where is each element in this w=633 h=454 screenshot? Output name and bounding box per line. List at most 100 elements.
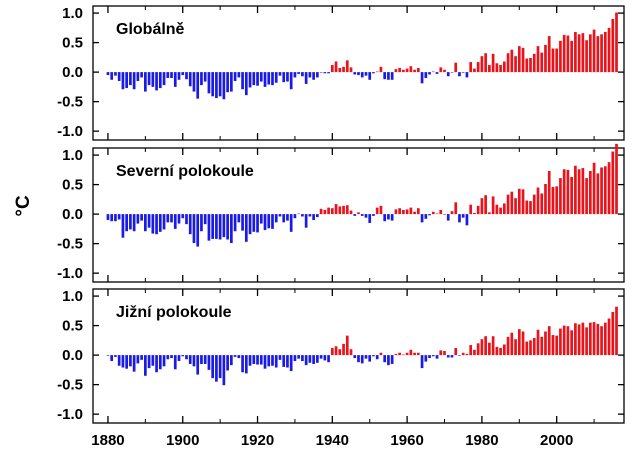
panel-southern-hemisphere-bar-1917	[244, 355, 248, 374]
panel-southern-hemisphere-bar-1980	[480, 339, 484, 356]
panel-southern-hemisphere-bar-2014	[607, 318, 611, 356]
panel-northern-hemisphere-bar-1993	[529, 201, 532, 215]
panel-northern-hemisphere-bar-1995	[536, 187, 540, 215]
panel-southern-hemisphere-bar-1894	[158, 355, 162, 370]
panel-northern-hemisphere-y-tick-label: -0.5	[57, 236, 83, 253]
panel-northern-hemisphere-bar-1919	[252, 214, 256, 232]
panel-southern-hemisphere-bar-1961	[409, 349, 413, 356]
panel-global-bar-1954	[383, 72, 387, 80]
panel-northern-hemisphere-bar-1949	[364, 214, 368, 218]
panel-global-bar-1992	[525, 58, 529, 73]
panel-northern-hemisphere-bar-1884	[121, 214, 125, 238]
panel-northern-hemisphere-bar-1966	[428, 214, 431, 216]
panel-northern-hemisphere-bar-1988	[510, 191, 514, 215]
panel-northern-hemisphere-bar-1992	[525, 200, 529, 215]
panel-southern-hemisphere-bar-1955	[387, 355, 390, 366]
panel-northern-hemisphere-bar-1883	[117, 214, 121, 220]
panel-southern-hemisphere-bar-1960	[405, 352, 409, 356]
panel-global-bar-1976	[465, 72, 469, 78]
panel-northern-hemisphere-bar-2005	[574, 165, 577, 215]
panel-global-bar-2002	[562, 34, 566, 73]
panel-northern-hemisphere-bar-2012	[600, 167, 603, 215]
panel-global-bar-1931	[297, 72, 301, 74]
panel-northern-hemisphere-bar-1940	[330, 208, 334, 215]
panel-northern-hemisphere-bar-1895	[162, 214, 166, 230]
panel-global-bar-1986	[502, 61, 506, 73]
panel-global-bar-1904	[196, 72, 200, 99]
panel-northern-hemisphere-bar-2016	[615, 143, 618, 215]
panel-southern-hemisphere-bar-1928	[286, 355, 289, 368]
panel-northern-hemisphere-bar-1897	[170, 214, 173, 223]
panel-global-bar-1932	[301, 72, 304, 77]
panel-global-bar-1972	[450, 72, 454, 73]
panel-southern-hemisphere-bar-1908	[211, 355, 215, 379]
x-tick-label-2000: 2000	[540, 432, 573, 449]
panel-global-bar-1899	[177, 72, 181, 80]
panel-global-bar-1958	[398, 67, 401, 73]
panel-global-bar-1966	[428, 72, 431, 75]
panel-southern-hemisphere-bar-2001	[559, 328, 562, 356]
panel-global-bar-1918	[248, 72, 252, 88]
panel-southern-hemisphere-bar-1943	[342, 343, 345, 356]
panel-southern-hemisphere-bar-1947	[357, 355, 360, 363]
panel-southern-hemisphere-bar-1973	[454, 348, 458, 356]
panel-southern-hemisphere-bar-2002	[562, 325, 566, 356]
panel-northern-hemisphere-bar-1997	[544, 184, 547, 215]
panel-global-bar-2012	[600, 34, 603, 73]
panel-global-bar-2010	[592, 29, 596, 73]
panel-global-y-tick-label: 1.0	[62, 5, 83, 22]
panel-northern-hemisphere-bar-1887	[132, 214, 136, 232]
panel-global-bar-1885	[125, 72, 128, 89]
panel-southern-hemisphere-bar-1995	[536, 329, 540, 356]
panel-global-bar-1903	[192, 72, 196, 92]
panel-southern-hemisphere-bar-1981	[484, 336, 487, 356]
panel-global-bar-1965	[424, 72, 428, 79]
x-tick-label-1900: 1900	[166, 432, 199, 449]
panel-northern-hemisphere-bar-1908	[211, 214, 215, 239]
panel-global-bar-1927	[282, 72, 286, 83]
panel-southern-hemisphere-bar-1986	[502, 344, 506, 356]
panel-southern-hemisphere-bar-2015	[611, 312, 615, 356]
panel-northern-hemisphere-bar-1979	[476, 205, 480, 215]
panel-southern-hemisphere-bar-1905	[200, 355, 203, 364]
panel-northern-hemisphere-bar-1964	[420, 214, 424, 223]
panel-northern-hemisphere-bar-1893	[155, 214, 158, 235]
panel-southern-hemisphere-bar-1915	[237, 355, 241, 359]
panel-northern-hemisphere-bar-2006	[577, 169, 581, 215]
panel-global-bar-1989	[514, 56, 517, 73]
panel-global-bar-1935	[312, 72, 315, 80]
panel-northern-hemisphere-bar-2004	[570, 176, 573, 215]
panel-global-bar-1964	[420, 72, 424, 84]
panel-global-bar-1942	[338, 67, 342, 73]
panel-northern-hemisphere-bar-1910	[218, 214, 222, 240]
panel-southern-hemisphere-bar-1946	[353, 355, 357, 359]
panel-northern-hemisphere-y-tick-label: -1.0	[57, 265, 83, 282]
panel-southern-hemisphere-bar-1929	[289, 355, 293, 372]
panel-global-y-tick-label: 0.0	[62, 64, 83, 81]
panel-global-bar-2016	[615, 12, 618, 73]
panel-global-bar-2005	[574, 31, 577, 73]
panel-southern-hemisphere-bar-1956	[390, 355, 394, 364]
panel-global-bar-1905	[200, 72, 203, 86]
panel-global-bar-1930	[293, 72, 297, 78]
panel-global-bar-1944	[345, 60, 349, 73]
panel-northern-hemisphere-bar-1971	[446, 214, 450, 221]
panel-southern-hemisphere-bar-1974	[458, 355, 461, 356]
panel-northern-hemisphere-bar-1977	[469, 204, 473, 215]
panel-southern-hemisphere-bar-1891	[147, 355, 151, 369]
panel-southern-hemisphere-bar-1940	[330, 348, 334, 356]
panel-global-bar-2015	[611, 18, 615, 73]
panel-northern-hemisphere-bar-1885	[125, 214, 128, 232]
panel-southern-hemisphere-bar-1883	[117, 355, 121, 366]
panel-southern-hemisphere-bar-1922	[263, 355, 267, 369]
panel-southern-hemisphere-bar-1951	[372, 355, 375, 357]
panel-southern-hemisphere-bar-1888	[136, 355, 140, 364]
panel-southern-hemisphere-bar-2000	[555, 335, 559, 356]
panel-global-bar-1923	[267, 72, 271, 85]
panel-global-bar-1890	[144, 72, 147, 92]
panel-global-bar-1910	[218, 72, 222, 97]
panel-northern-hemisphere-bar-1935	[312, 214, 315, 221]
panel-global: 1.0 0.5 0.0 -0.5 -1.0 Globálně	[57, 5, 625, 141]
panel-global-bar-1896	[166, 72, 170, 79]
